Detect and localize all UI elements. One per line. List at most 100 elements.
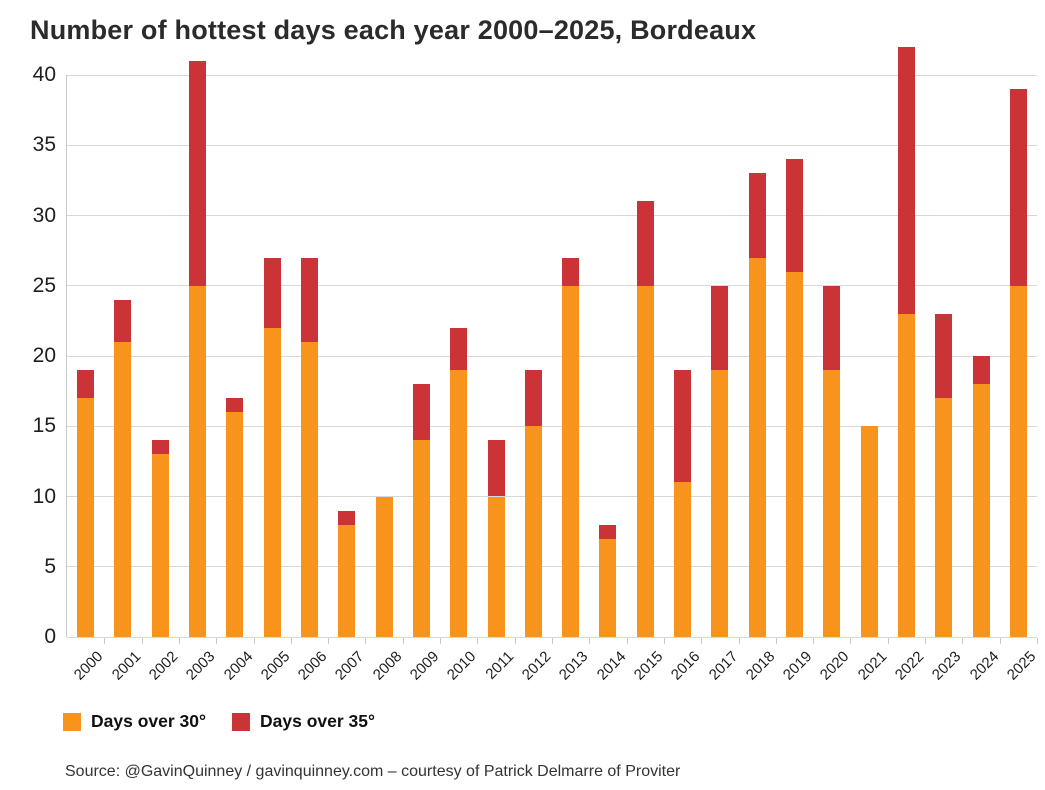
gridline-40 bbox=[67, 74, 1037, 76]
bar-over30-2003 bbox=[189, 285, 207, 637]
y-tick-label-0: 0 bbox=[44, 625, 56, 648]
bar-over35-2015 bbox=[636, 201, 654, 286]
gridline-10 bbox=[67, 496, 1037, 497]
gridline-5 bbox=[67, 566, 1037, 568]
bar-over35-2013 bbox=[562, 257, 580, 286]
gridline-20 bbox=[67, 355, 1037, 357]
gridline-0 bbox=[67, 636, 1037, 638]
gridline-15 bbox=[67, 425, 1037, 427]
bar-over30-2005 bbox=[263, 327, 281, 637]
x-tick-label-text: 2022 bbox=[891, 648, 928, 684]
x-tick-label-text: 2023 bbox=[929, 648, 965, 684]
bar-over35-2018 bbox=[748, 173, 766, 258]
y-tick-label-25: 25 bbox=[32, 273, 56, 297]
y-tick-label-15: 15 bbox=[32, 414, 56, 438]
bar-over30-2019 bbox=[786, 271, 803, 637]
x-tick-label-text: 2011 bbox=[482, 648, 518, 683]
x-tick-label-text: 2005 bbox=[257, 648, 294, 684]
bar-over35-2006 bbox=[301, 257, 318, 342]
bar-over30-2000 bbox=[77, 398, 95, 637]
x-tick-label-text: 2007 bbox=[332, 648, 368, 684]
x-tick-mark bbox=[178, 638, 180, 644]
x-tick-mark bbox=[925, 638, 927, 644]
bar-over35-2014 bbox=[599, 524, 617, 539]
x-tick-label-text: 2013 bbox=[556, 648, 592, 684]
legend-swatch-over35 bbox=[232, 712, 250, 731]
bar-over30-2009 bbox=[412, 440, 430, 637]
legend-item-over35: Days over 35° bbox=[232, 711, 375, 732]
x-tick-label-text: 2010 bbox=[444, 648, 480, 684]
y-tick-label-35: 35 bbox=[32, 133, 56, 157]
x-tick-mark bbox=[514, 638, 516, 644]
bar-over30-2001 bbox=[114, 341, 132, 637]
bar-over30-2020 bbox=[823, 370, 841, 637]
x-tick-label-text: 2017 bbox=[705, 648, 741, 684]
gridline-30 bbox=[67, 215, 1037, 216]
bar-over35-2024 bbox=[972, 356, 990, 385]
x-tick-mark bbox=[626, 638, 628, 644]
x-tick-label-text: 2012 bbox=[518, 648, 555, 684]
x-tick-mark bbox=[477, 638, 479, 644]
y-tick-label-20: 20 bbox=[32, 344, 56, 367]
bar-over30-2023 bbox=[935, 398, 953, 637]
x-tick-label-text: 2000 bbox=[71, 648, 107, 684]
x-tick-mark bbox=[813, 638, 815, 644]
x-tick-mark bbox=[440, 638, 442, 644]
legend-label-over35: Days over 35° bbox=[260, 711, 375, 731]
x-tick-mark bbox=[775, 638, 777, 644]
bar-over35-2022 bbox=[897, 46, 915, 314]
x-tick-label-text: 2024 bbox=[966, 648, 1003, 684]
bar-over35-2025 bbox=[1009, 89, 1027, 286]
x-tick-label-text: 2004 bbox=[220, 648, 256, 684]
bar-over30-2021 bbox=[860, 426, 878, 637]
bar-over30-2013 bbox=[562, 285, 580, 637]
y-tick-label-5: 5 bbox=[44, 554, 56, 578]
x-tick-mark bbox=[253, 638, 255, 644]
y-tick-label-10: 10 bbox=[32, 484, 56, 508]
bar-over35-2001 bbox=[114, 299, 132, 342]
bar-over35-2017 bbox=[711, 285, 729, 371]
x-tick-mark bbox=[290, 638, 292, 644]
x-tick-mark bbox=[850, 638, 852, 644]
x-tick-label-text: 2002 bbox=[145, 648, 182, 684]
bar-over35-2007 bbox=[338, 510, 356, 525]
chart-title: Number of hottest days each year 2000–20… bbox=[30, 15, 757, 45]
x-tick-label-text: 2025 bbox=[1003, 648, 1040, 684]
bar-over30-2017 bbox=[711, 370, 729, 637]
bar-over35-2003 bbox=[189, 60, 207, 286]
legend-label-over30: Days over 30° bbox=[91, 711, 206, 731]
bar-over35-2011 bbox=[487, 440, 505, 497]
bar-over30-2025 bbox=[1009, 285, 1027, 637]
x-tick-mark bbox=[365, 638, 367, 644]
source-credit: Source: @GavinQuinney / gavinquinney.com… bbox=[65, 763, 681, 780]
x-tick-mark bbox=[104, 638, 106, 644]
bar-over35-2009 bbox=[412, 384, 430, 441]
y-axis-line bbox=[66, 75, 67, 637]
bar-over35-2004 bbox=[226, 398, 244, 413]
bar-over35-2012 bbox=[524, 370, 542, 427]
x-tick-label-text: 2003 bbox=[182, 648, 219, 684]
bar-over30-2011 bbox=[487, 496, 505, 637]
x-tick-label-text: 2016 bbox=[667, 648, 704, 684]
x-tick-label-text: 2014 bbox=[593, 648, 629, 684]
x-tick-label-text: 2009 bbox=[406, 648, 443, 684]
bar-over30-2024 bbox=[972, 384, 990, 637]
bar-over35-2019 bbox=[786, 159, 803, 272]
bar-over35-2010 bbox=[450, 327, 468, 371]
x-tick-mark bbox=[962, 638, 964, 644]
x-tick-mark bbox=[1037, 638, 1038, 644]
x-tick-mark bbox=[887, 638, 889, 644]
bar-over35-2016 bbox=[674, 370, 692, 483]
x-tick-mark bbox=[402, 638, 404, 644]
bar-over35-2002 bbox=[151, 440, 169, 455]
x-tick-mark bbox=[328, 638, 330, 644]
x-tick-mark bbox=[701, 638, 703, 644]
bar-over30-2016 bbox=[674, 482, 692, 637]
legend-item-over30: Days over 30° bbox=[63, 711, 206, 732]
bar-over35-2000 bbox=[77, 370, 95, 399]
bar-over30-2022 bbox=[897, 313, 915, 637]
gridline-25 bbox=[67, 285, 1037, 287]
y-tick-label-40: 40 bbox=[32, 63, 56, 86]
